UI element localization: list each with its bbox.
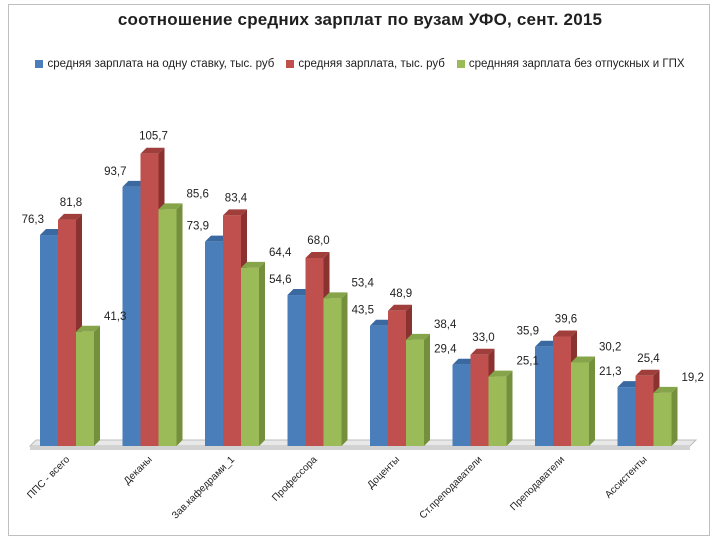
bar-average-5 — [388, 310, 406, 446]
category-label-2: Деканы — [122, 454, 155, 487]
legend-item-average: средняя зарплата, тыс. руб — [286, 58, 445, 70]
data-label-rate-1: 76,3 — [22, 214, 44, 226]
bar-no-vacation-8 — [653, 392, 672, 446]
bar-side-no-vacation — [94, 325, 100, 446]
bar-top-average — [305, 251, 330, 258]
floor-front — [30, 446, 690, 450]
bar-top-no-vacation — [323, 292, 348, 299]
bar-rate-5 — [370, 325, 388, 446]
bar-rate-8 — [617, 387, 636, 446]
bar-rate-3 — [205, 241, 223, 446]
bar-rate-1 — [40, 235, 58, 446]
data-label-average-6: 33,0 — [472, 332, 494, 344]
bar-top-no-vacation — [488, 370, 513, 377]
bar-average-7 — [553, 336, 571, 446]
bar-top-no-vacation — [571, 356, 595, 363]
bar-no-vacation-5 — [406, 339, 424, 446]
bar-top-no-vacation — [158, 203, 183, 210]
legend-label-rate: средняя зарплата на одну ставку, тыс. ру… — [47, 58, 275, 70]
bar-side-no-vacation — [341, 292, 348, 446]
bar-top-average — [470, 348, 495, 355]
bar-no-vacation-3 — [241, 267, 259, 446]
bar-side-no-vacation — [506, 370, 513, 446]
legend-swatch-average — [286, 60, 295, 68]
legend-swatch-rate — [35, 60, 44, 68]
legend-item-no-vacation: среднняя зарплата без отпускных и ГПХ — [456, 58, 685, 70]
bar-top-average — [635, 369, 660, 376]
bar-top-no-vacation — [406, 333, 430, 340]
data-label-no-vacation-6: 25,1 — [517, 356, 539, 368]
bar-no-vacation-1 — [76, 331, 94, 446]
category-label-7: Преподаватели — [508, 454, 567, 513]
data-label-rate-3: 73,9 — [187, 221, 209, 233]
data-label-average-3: 83,4 — [225, 192, 248, 204]
bar-side-no-vacation — [176, 203, 183, 446]
data-label-no-vacation-2: 85,6 — [187, 188, 209, 200]
data-label-no-vacation-4: 53,4 — [352, 277, 375, 289]
bar-rate-6 — [452, 364, 471, 446]
bar-top-average — [388, 304, 412, 311]
data-label-average-8: 25,4 — [637, 353, 660, 365]
legend-item-rate: средняя зарплата на одну ставку, тыс. ру… — [35, 58, 274, 70]
bar-side-no-vacation — [671, 386, 678, 446]
data-label-average-7: 39,6 — [555, 314, 577, 326]
bar-no-vacation-2 — [158, 209, 177, 446]
data-label-rate-7: 35,9 — [517, 326, 539, 338]
data-label-rate-5: 43,5 — [352, 305, 374, 317]
bar-top-no-vacation — [241, 261, 265, 268]
category-label-1: ППС - всего — [25, 454, 72, 501]
bar-side-no-vacation — [424, 333, 430, 446]
data-label-no-vacation-3: 64,4 — [269, 247, 292, 259]
data-label-rate-8: 21,3 — [599, 366, 621, 378]
data-label-average-5: 48,9 — [390, 288, 412, 300]
data-label-average-4: 68,0 — [307, 235, 329, 247]
data-label-no-vacation-8: 19,2 — [682, 372, 704, 384]
bar-rate-4 — [287, 295, 306, 446]
legend-swatch-no-vacation — [456, 60, 465, 68]
bar-no-vacation-7 — [571, 362, 589, 446]
legend: средняя зарплата на одну ставку, тыс. ру… — [0, 58, 720, 70]
data-label-average-2: 105,7 — [139, 131, 168, 143]
bar-top-average — [58, 213, 82, 220]
category-label-4: Профессора — [269, 453, 319, 503]
data-label-rate-2: 93,7 — [104, 166, 126, 178]
bar-average-8 — [635, 375, 654, 446]
bar-top-no-vacation — [76, 325, 100, 332]
bar-side-no-vacation — [259, 261, 265, 446]
bar-no-vacation-4 — [323, 298, 342, 446]
chart-title: соотношение средних зарплат по вузам УФО… — [117, 10, 603, 29]
bar-average-2 — [140, 153, 159, 446]
category-label-3: Зав.кафедрами_1 — [169, 453, 237, 521]
data-label-no-vacation-5: 38,4 — [434, 319, 457, 331]
bar-average-6 — [470, 354, 489, 446]
bar-top-average — [223, 209, 247, 216]
category-label-5: Доценты — [365, 454, 402, 491]
legend-label-no-vacation: среднняя зарплата без отпускных и ГПХ — [468, 58, 685, 70]
bar-top-no-vacation — [653, 386, 678, 393]
data-label-rate-4: 54,6 — [269, 274, 291, 286]
bar-average-1 — [58, 219, 76, 446]
bar-top-average — [553, 330, 577, 337]
data-label-no-vacation-7: 30,2 — [599, 341, 621, 353]
bar-side-no-vacation — [589, 356, 595, 446]
bar-average-3 — [223, 215, 241, 446]
data-label-no-vacation-1: 41,3 — [104, 311, 126, 323]
data-label-rate-6: 29,4 — [434, 344, 457, 356]
bar-average-4 — [305, 257, 324, 446]
category-label-6: Ст.преподаватели — [418, 454, 485, 521]
bar-rate-2 — [122, 186, 141, 446]
category-label-8: Ассистенты — [603, 454, 649, 500]
data-label-average-1: 81,8 — [60, 197, 82, 209]
bar-rate-7 — [535, 346, 553, 446]
legend-label-average: средняя зарплата, тыс. руб — [298, 58, 445, 70]
bar-no-vacation-6 — [488, 376, 507, 446]
bar-top-average — [140, 147, 165, 154]
